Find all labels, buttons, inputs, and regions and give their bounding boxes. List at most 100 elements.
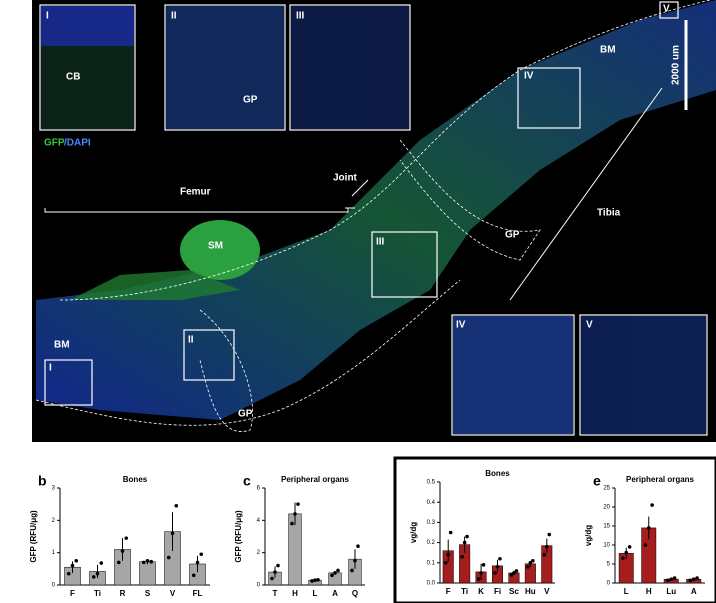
chart-title: Bones (485, 469, 510, 478)
x-tick-label: K (478, 587, 484, 596)
y-tick-label: 5 (607, 562, 611, 568)
data-point (528, 561, 533, 565)
data-point (542, 552, 547, 557)
y-axis-label: vg/dg (584, 525, 593, 546)
data-point (166, 555, 171, 560)
data-point (624, 550, 629, 555)
y-tick-label: 6 (257, 486, 261, 492)
label: BM (600, 45, 616, 56)
data-point (514, 569, 519, 573)
data-point (145, 558, 150, 563)
data-point (666, 578, 670, 583)
data-point (547, 532, 552, 537)
data-point (149, 559, 154, 564)
x-tick-label: F (446, 587, 451, 596)
y-tick-label: 0.4 (427, 500, 436, 506)
data-point (290, 521, 294, 526)
label: /DAPI (64, 138, 91, 149)
data-point (443, 561, 448, 565)
data-point (481, 563, 486, 567)
data-point (526, 565, 530, 569)
data-point (643, 543, 648, 547)
panel-letter: b (38, 473, 47, 489)
label: GFP (44, 138, 65, 149)
label: IV (524, 71, 534, 82)
x-tick-label: A (332, 589, 338, 598)
muscle-tail (70, 270, 240, 300)
outlines (35, 0, 711, 432)
x-tick-label: Ti (94, 589, 101, 598)
bar (139, 561, 156, 586)
muscle (180, 220, 260, 280)
x-tick-label: H (292, 589, 298, 598)
data-point (170, 531, 175, 536)
y-tick-label: 25 (603, 486, 610, 492)
data-point (669, 577, 674, 581)
data-point (310, 579, 314, 583)
data-point (621, 556, 625, 561)
data-point (460, 554, 464, 559)
x-tick-label: S (145, 589, 151, 598)
data-point (191, 573, 196, 578)
label: I (46, 11, 49, 22)
data-point (313, 578, 317, 582)
y-tick-label: 2 (52, 518, 56, 524)
data-point (627, 545, 632, 549)
x-tick-label: L (313, 589, 318, 598)
data-point (99, 561, 104, 565)
data-point (509, 573, 514, 577)
data-point (646, 526, 651, 530)
data-point (91, 575, 96, 579)
data-point (116, 560, 121, 565)
label: 2000 um (671, 45, 682, 85)
data-point (95, 571, 100, 576)
chart-title: Peripheral organs (281, 475, 350, 484)
y-tick-label: 4 (257, 518, 261, 524)
data-point (479, 571, 483, 575)
data-point (141, 560, 146, 565)
label: I (49, 363, 52, 374)
panel-letter: c (243, 473, 251, 489)
label: SM (208, 241, 223, 252)
chart-title: Peripheral organs (626, 475, 695, 484)
data-point (174, 503, 179, 508)
inset-boxes (39, 1, 708, 436)
label: IV (456, 320, 466, 331)
y-tick-label: 0.2 (427, 540, 436, 546)
data-point (270, 576, 274, 581)
panel-letter: e (593, 473, 601, 489)
label: GP (505, 230, 520, 241)
data-point (296, 502, 300, 506)
label: II (188, 335, 194, 346)
data-point (495, 565, 500, 569)
data-point (691, 577, 696, 581)
y-tick-label: 3 (52, 486, 56, 492)
label: Joint (333, 173, 358, 184)
x-tick-label: Q (352, 589, 358, 598)
data-point (672, 576, 677, 580)
label: V (586, 320, 593, 331)
y-tick-label: 0.1 (427, 560, 436, 566)
y-axis-label: GFP (RFU/μg) (29, 510, 38, 563)
x-tick-label: Lu (666, 587, 676, 596)
data-point (350, 568, 354, 573)
x-tick-label: R (120, 589, 126, 598)
data-point (124, 536, 129, 540)
x-tick-label: V (544, 587, 550, 596)
label: Tibia (597, 208, 621, 219)
data-point (493, 571, 497, 575)
data-point (462, 540, 467, 545)
data-point (336, 568, 340, 573)
x-tick-label: T (273, 589, 278, 598)
x-tick-label: Fi (494, 587, 501, 596)
data-point (353, 558, 357, 563)
data-point (448, 530, 453, 535)
y-tick-label: 0 (607, 581, 611, 587)
y-tick-label: 0 (52, 583, 56, 589)
y-tick-label: 0.3 (427, 520, 436, 526)
data-point (276, 563, 280, 568)
data-point (333, 571, 337, 575)
y-tick-label: 10 (603, 543, 610, 549)
y-tick-label: 1 (52, 550, 56, 556)
